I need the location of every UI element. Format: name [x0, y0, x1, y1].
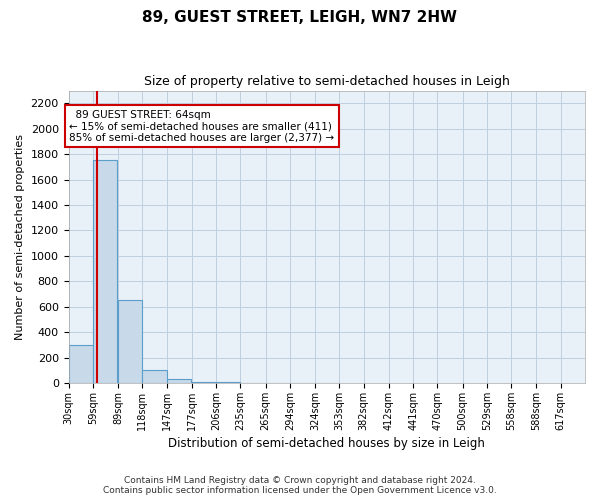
Bar: [192, 382, 216, 383]
Bar: [216, 382, 241, 383]
Bar: [142, 370, 167, 383]
Bar: [167, 379, 191, 383]
X-axis label: Distribution of semi-detached houses by size in Leigh: Distribution of semi-detached houses by …: [169, 437, 485, 450]
Y-axis label: Number of semi-detached properties: Number of semi-detached properties: [15, 134, 25, 340]
Bar: [68, 345, 93, 383]
Bar: [93, 160, 117, 383]
Bar: [118, 300, 142, 383]
Title: Size of property relative to semi-detached houses in Leigh: Size of property relative to semi-detach…: [144, 75, 510, 88]
Text: Contains HM Land Registry data © Crown copyright and database right 2024.
Contai: Contains HM Land Registry data © Crown c…: [103, 476, 497, 495]
Text: 89 GUEST STREET: 64sqm
← 15% of semi-detached houses are smaller (411)
85% of se: 89 GUEST STREET: 64sqm ← 15% of semi-det…: [70, 110, 334, 143]
Text: 89, GUEST STREET, LEIGH, WN7 2HW: 89, GUEST STREET, LEIGH, WN7 2HW: [143, 10, 458, 25]
